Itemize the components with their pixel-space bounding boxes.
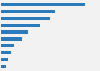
Bar xyxy=(1,65,6,68)
Bar xyxy=(1,10,55,13)
Bar xyxy=(1,58,8,61)
Bar xyxy=(1,3,84,6)
Bar xyxy=(1,17,50,20)
Bar xyxy=(1,44,14,47)
Bar xyxy=(1,24,40,27)
Bar xyxy=(1,30,28,34)
Bar xyxy=(1,51,11,54)
Bar xyxy=(1,37,22,41)
